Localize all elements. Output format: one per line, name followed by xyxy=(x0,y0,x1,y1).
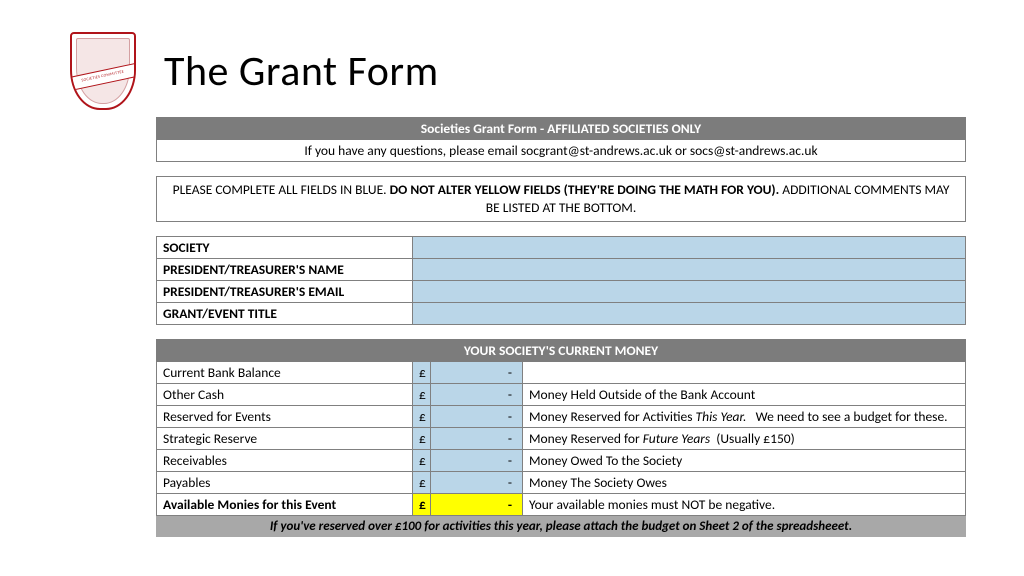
page-title: The Grant Form xyxy=(164,46,439,97)
info-fields-table: SOCIETYPRESIDENT/TREASURER'S NAMEPRESIDE… xyxy=(156,236,966,325)
info-field-input[interactable] xyxy=(413,237,966,259)
money-row-label: Other Cash xyxy=(157,384,413,406)
info-field-label: PRESIDENT/TREASURER'S NAME xyxy=(157,259,413,281)
slide-header: SOCIETIES COMMITTEE The Grant Form xyxy=(0,0,1024,117)
info-field-input[interactable] xyxy=(413,281,966,303)
shield-icon: SOCIETIES COMMITTEE xyxy=(70,32,136,110)
money-row-description: Money Owed To the Society xyxy=(523,450,966,472)
money-value-cell: - xyxy=(431,494,523,516)
currency-symbol: £ xyxy=(413,494,431,516)
societies-committee-logo: SOCIETIES COMMITTEE xyxy=(70,32,140,117)
info-field-label: PRESIDENT/TREASURER'S EMAIL xyxy=(157,281,413,303)
money-row-description: Money Reserved for Future Years (Usually… xyxy=(523,428,966,450)
instruction-row: PLEASE COMPLETE ALL FIELDS IN BLUE. DO N… xyxy=(157,177,966,222)
money-header-row: YOUR SOCIETY'S CURRENT MONEY xyxy=(157,340,966,362)
money-row-label: Strategic Reserve xyxy=(157,428,413,450)
grant-form-table: Societies Grant Form - AFFILIATED SOCIET… xyxy=(156,117,966,162)
instruction-bold: DO NOT ALTER YELLOW FIELDS (THEY'RE DOIN… xyxy=(390,181,780,198)
instruction-table: PLEASE COMPLETE ALL FIELDS IN BLUE. DO N… xyxy=(156,176,966,222)
currency-symbol: £ xyxy=(413,384,431,406)
money-table: YOUR SOCIETY'S CURRENT MONEY Current Ban… xyxy=(156,339,966,537)
money-row-label: Reserved for Events xyxy=(157,406,413,428)
currency-symbol: £ xyxy=(413,472,431,494)
info-field-row: GRANT/EVENT TITLE xyxy=(157,303,966,325)
money-value-cell[interactable]: - xyxy=(431,362,523,384)
money-row-description: Money The Society Owes xyxy=(523,472,966,494)
info-field-row: PRESIDENT/TREASURER'S EMAIL xyxy=(157,281,966,303)
contact-note-row: If you have any questions, please email … xyxy=(157,140,966,162)
money-row: Available Monies for this Event£-Your av… xyxy=(157,494,966,516)
money-row-description xyxy=(523,362,966,384)
form-header-row: Societies Grant Form - AFFILIATED SOCIET… xyxy=(157,118,966,140)
money-header-text: YOUR SOCIETY'S CURRENT MONEY xyxy=(157,340,966,362)
money-row-label: Available Monies for this Event xyxy=(157,494,413,516)
money-row: Receivables£-Money Owed To the Society xyxy=(157,450,966,472)
footer-note-text: If you've reserved over £100 for activit… xyxy=(157,516,966,537)
money-row-description: Your available monies must NOT be negati… xyxy=(523,494,966,516)
info-field-row: PRESIDENT/TREASURER'S NAME xyxy=(157,259,966,281)
form-header-text: Societies Grant Form - AFFILIATED SOCIET… xyxy=(157,118,966,140)
info-field-input[interactable] xyxy=(413,259,966,281)
contact-note: If you have any questions, please email … xyxy=(157,140,966,162)
info-field-input[interactable] xyxy=(413,303,966,325)
money-value-cell[interactable]: - xyxy=(431,406,523,428)
money-row-label: Payables xyxy=(157,472,413,494)
money-row-label: Receivables xyxy=(157,450,413,472)
instruction-prefix: PLEASE COMPLETE ALL FIELDS IN BLUE. xyxy=(173,181,390,198)
info-field-label: GRANT/EVENT TITLE xyxy=(157,303,413,325)
info-field-label: SOCIETY xyxy=(157,237,413,259)
money-row-label: Current Bank Balance xyxy=(157,362,413,384)
money-row-description: Money Held Outside of the Bank Account xyxy=(523,384,966,406)
currency-symbol: £ xyxy=(413,406,431,428)
currency-symbol: £ xyxy=(413,428,431,450)
instruction-text: PLEASE COMPLETE ALL FIELDS IN BLUE. DO N… xyxy=(157,177,966,222)
money-value-cell[interactable]: - xyxy=(431,472,523,494)
money-row: Current Bank Balance£- xyxy=(157,362,966,384)
money-row: Payables£-Money The Society Owes xyxy=(157,472,966,494)
money-row: Other Cash£-Money Held Outside of the Ba… xyxy=(157,384,966,406)
money-value-cell[interactable]: - xyxy=(431,428,523,450)
money-value-cell[interactable]: - xyxy=(431,384,523,406)
currency-symbol: £ xyxy=(413,362,431,384)
money-row-description: Money Reserved for Activities This Year.… xyxy=(523,406,966,428)
money-value-cell[interactable]: - xyxy=(431,450,523,472)
money-row: Reserved for Events£-Money Reserved for … xyxy=(157,406,966,428)
currency-symbol: £ xyxy=(413,450,431,472)
form-content: Societies Grant Form - AFFILIATED SOCIET… xyxy=(0,117,1024,537)
money-row: Strategic Reserve£-Money Reserved for Fu… xyxy=(157,428,966,450)
footer-note-row: If you've reserved over £100 for activit… xyxy=(157,516,966,537)
info-field-row: SOCIETY xyxy=(157,237,966,259)
